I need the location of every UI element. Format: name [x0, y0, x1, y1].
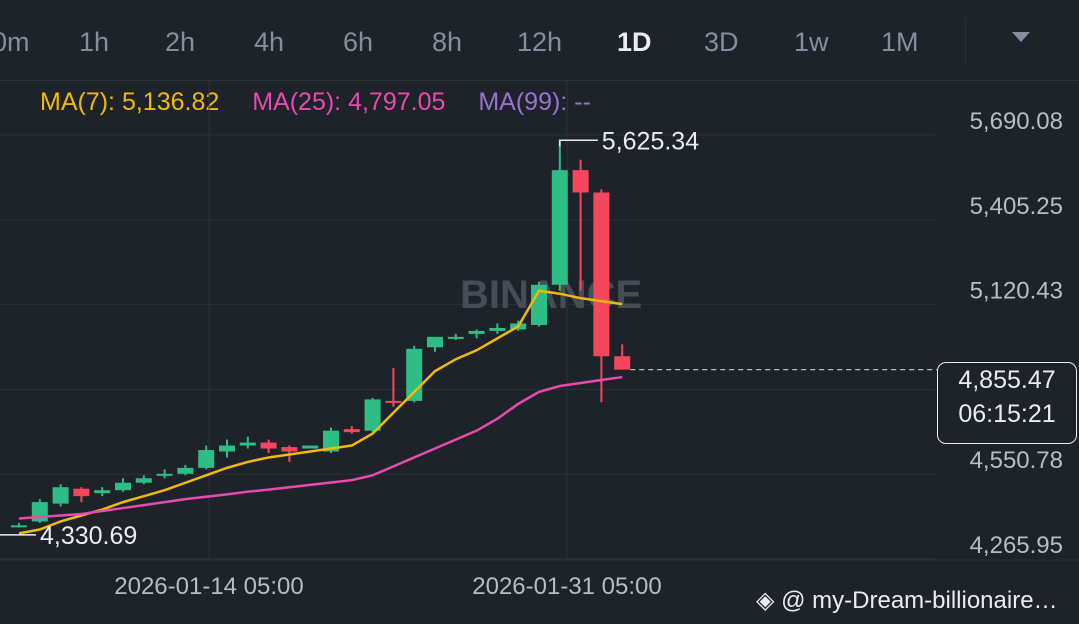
tab-interval-4[interactable]: 6h: [343, 27, 374, 57]
candle-body: [94, 490, 111, 494]
candle: [302, 445, 319, 449]
chevron-down-icon[interactable]: [1012, 32, 1030, 42]
ma25-line: [18, 375, 623, 520]
tab-divider: [965, 18, 966, 64]
candle: [11, 522, 27, 528]
tab-interval-5[interactable]: 8h: [432, 27, 463, 57]
x-tick-label: 2026-01-31 05:00: [472, 573, 662, 600]
candle-body: [52, 487, 69, 504]
candle: [239, 436, 256, 449]
candle-body: [219, 445, 235, 452]
low-label: 4,330.69: [40, 522, 137, 550]
candle-body: [177, 467, 194, 474]
candle: [219, 439, 235, 458]
candle-body: [281, 447, 298, 452]
credit-label: ◈ @ my-Dream-billionaire…: [756, 586, 1058, 615]
candle: [135, 475, 152, 485]
tab-interval-9[interactable]: 1w: [794, 27, 829, 57]
interval-tabs: 0m 1h 2h 4h 6h 8h 12h 1D 3D 1w 1M: [0, 0, 1079, 81]
candle-body: [385, 400, 402, 403]
candle: [406, 345, 423, 403]
chart-grid: [0, 80, 1079, 561]
ma7-line: [18, 289, 623, 535]
candle-body: [447, 336, 464, 339]
candle: [572, 159, 589, 291]
candle: [531, 281, 547, 327]
candle: [31, 499, 48, 523]
candle-body: [323, 430, 339, 452]
candle-body: [614, 356, 631, 370]
y-tick-label: 4,265.95: [970, 532, 1063, 559]
tab-interval-2[interactable]: 2h: [165, 27, 196, 57]
y-tick-label: 5,405.25: [970, 193, 1063, 220]
candle: [489, 323, 506, 334]
high-label: 5,625.34: [602, 127, 699, 155]
tab-interval-3[interactable]: 4h: [254, 27, 285, 57]
y-tick-label: 4,550.78: [970, 447, 1063, 474]
candle: [115, 478, 131, 492]
tab-interval-7[interactable]: 1D: [617, 27, 652, 57]
ma99-label: MA(99): --: [478, 88, 591, 116]
watermark-text: BINANCE: [460, 273, 642, 317]
candle: [94, 487, 111, 497]
candle-body: [198, 450, 215, 468]
credit-text: @ my-Dream-billionaire…: [781, 587, 1058, 614]
y-tick-label: 5,690.08: [970, 108, 1063, 135]
candle: [593, 189, 610, 403]
candle: [73, 487, 90, 503]
candle-body: [73, 488, 90, 497]
tab-interval-1[interactable]: 1h: [79, 27, 110, 57]
current-price-box: 4,855.47 06:15:21: [937, 362, 1077, 444]
candle: [427, 336, 443, 352]
diamond-logo-icon: ◈: [756, 587, 775, 614]
candle-body: [572, 170, 589, 193]
candle-body: [593, 192, 610, 357]
high-pointer: [559, 139, 598, 147]
candle-body: [115, 482, 131, 491]
candle: [447, 333, 464, 340]
candles: [11, 140, 631, 528]
high-marker: 5,625.34: [559, 127, 699, 155]
candle: [177, 464, 194, 476]
candle: [343, 426, 360, 434]
candle-body: [156, 473, 173, 476]
y-axis: 5,690.085,405.255,120.434,835.604,550.78…: [970, 108, 1063, 559]
tab-interval-6[interactable]: 12h: [517, 27, 563, 57]
candle: [468, 329, 485, 339]
candle-body: [135, 478, 152, 483]
tab-interval-8[interactable]: 3D: [704, 27, 739, 57]
current-price: 4,855.47: [958, 366, 1056, 394]
candle-body: [302, 445, 319, 449]
countdown: 06:15:21: [958, 400, 1056, 428]
candle-body: [551, 170, 568, 285]
candle: [260, 439, 277, 453]
candle-body: [489, 327, 506, 331]
ma-legend: MA(7): 5,136.82 MA(25): 4,797.05 MA(99):…: [40, 88, 617, 117]
candle: [156, 469, 173, 479]
candle-body: [364, 399, 381, 431]
y-tick-label: 5,120.43: [970, 278, 1063, 305]
ma7-label: MA(7): 5,136.82: [40, 88, 220, 116]
candle-body: [11, 525, 27, 528]
low-marker: 4,330.69: [0, 522, 137, 550]
x-tick-label: 2026-01-14 05:00: [114, 573, 304, 600]
candle-body: [343, 429, 360, 433]
candle: [198, 445, 215, 470]
x-axis: 2026-01-14 05:00 2026-01-31 05:00: [114, 573, 662, 600]
candle: [614, 344, 631, 370]
candle-body: [468, 330, 485, 334]
candle-body: [239, 442, 256, 446]
tab-interval-0[interactable]: 0m: [0, 27, 30, 57]
candle: [551, 140, 568, 291]
ma25-label: MA(25): 4,797.05: [252, 88, 446, 116]
candle: [385, 368, 402, 407]
tab-interval-10[interactable]: 1M: [881, 27, 919, 57]
candle-body: [427, 336, 443, 348]
candle-body: [260, 442, 277, 449]
candle: [364, 397, 381, 433]
candle: [52, 484, 69, 507]
candle-body: [531, 284, 547, 325]
